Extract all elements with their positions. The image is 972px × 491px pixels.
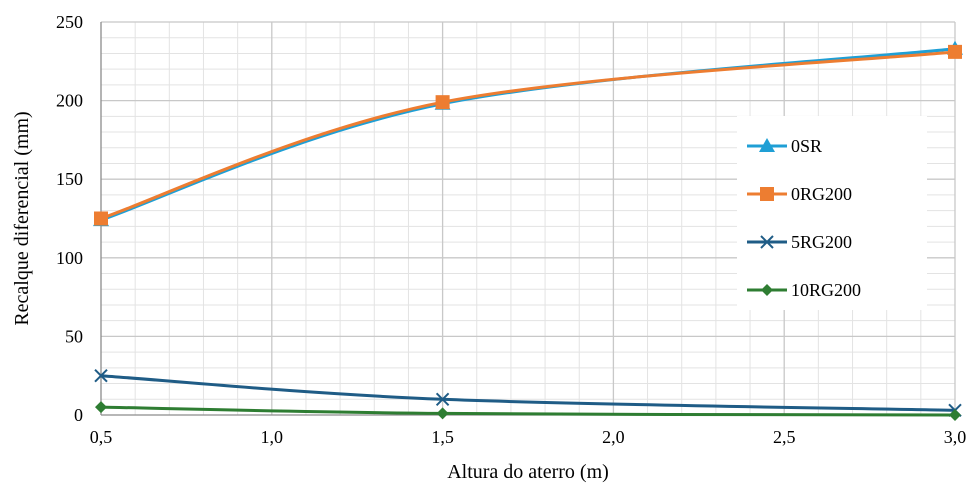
legend-item-0SR: 0SR [747, 136, 822, 156]
legend-marker [761, 284, 773, 296]
y-tick-label: 200 [56, 91, 83, 111]
legend-label: 0RG200 [791, 184, 852, 204]
x-tick-label: 3,0 [944, 427, 967, 447]
legend: 0SR 0RG200 5RG200 10RG200 [737, 116, 927, 310]
legend-label: 5RG200 [791, 232, 852, 252]
x-tick-label: 2,5 [773, 427, 796, 447]
series-lines [93, 40, 963, 421]
data-point-5RG200 [435, 392, 450, 406]
y-tick-label: 250 [56, 12, 83, 32]
x-axis-title: Altura do aterro (m) [447, 461, 609, 483]
x-tick-label: 1,5 [431, 427, 454, 447]
data-point-0RG200 [94, 211, 108, 226]
series-0RG200 [94, 44, 962, 226]
legend-item-5RG200: 5RG200 [747, 232, 852, 252]
y-tick-label: 100 [56, 248, 83, 268]
series-10RG200 [95, 401, 961, 421]
y-axis-title: Recalque diferencial (mm) [11, 111, 33, 325]
data-point-0RG200 [435, 95, 450, 110]
y-tick-label: 150 [56, 169, 83, 189]
legend-marker [759, 138, 775, 152]
legend-marker [760, 187, 774, 201]
y-tick-label: 0 [74, 405, 83, 425]
series-line-0SR [100, 47, 956, 222]
data-point-0RG200 [948, 44, 962, 59]
legend-label: 0SR [791, 136, 822, 156]
legend-label: 10RG200 [791, 280, 861, 300]
legend-item-10RG200: 10RG200 [747, 280, 861, 300]
tick-labels: 0 50 100 150 200 250 0,5 1,0 1,5 2,0 2,5 3,0 [56, 12, 966, 447]
data-point-10RG200 [949, 409, 961, 421]
y-tick-label: 50 [65, 326, 83, 346]
series-line-10RG200 [100, 405, 956, 417]
x-tick-label: 2,0 [602, 427, 625, 447]
data-point-5RG200 [94, 368, 108, 383]
legend-item-0RG200: 0RG200 [747, 184, 852, 204]
data-point-10RG200 [95, 401, 107, 414]
data-point-10RG200 [436, 407, 449, 420]
x-tick-label: 0,5 [90, 427, 113, 447]
legend-marker [760, 235, 774, 249]
series-line-0RG200 [100, 50, 956, 220]
series-line-5RG200 [100, 374, 956, 412]
major-gridlines [101, 21, 956, 415]
x-tick-label: 1,0 [261, 427, 284, 447]
series-5RG200 [94, 368, 962, 417]
